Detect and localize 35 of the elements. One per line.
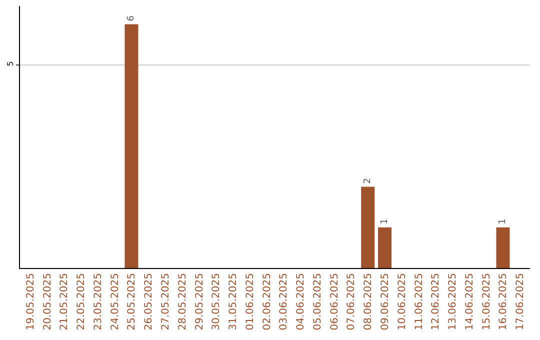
x-tick-label: 13.06.2025 [448,273,459,330]
x-tick-label: 21.05.2025 [59,273,70,330]
x-tick-label: 08.06.2025 [363,273,374,330]
x-tick-label: 02.06.2025 [262,273,273,330]
x-tick-label: 19.05.2025 [25,273,36,330]
x-tick-label: 29.05.2025 [194,273,206,330]
x-tick-label: 31.05.2025 [228,273,240,330]
x-tick-label: 23.05.2025 [92,273,104,330]
x-tick-label: 04.06.2025 [296,273,307,330]
x-tick-label: 11.06.2025 [414,273,425,330]
x-tick-label: 15.06.2025 [481,273,492,330]
x-tick-label: 17.06.2025 [515,273,526,330]
data-label: 1 [380,218,390,224]
x-tick-label: 06.06.2025 [329,273,340,330]
x-tick-label: 26.05.2025 [144,273,155,330]
x-tick-label: 25.05.2025 [126,273,138,330]
x-tick-label: 28.05.2025 [177,273,188,330]
x-tick-label: 27.05.2025 [160,273,172,330]
x-tick-label: 05.06.2025 [312,273,324,330]
x-tick-label: 30.05.2025 [211,273,222,330]
x-tick-label: 20.05.2025 [42,273,54,330]
x-tick-label: 16.06.2025 [498,273,510,330]
x-tick-label: 24.05.2025 [110,273,121,330]
data-label: 1 [498,218,508,224]
x-tick-label: 10.06.2025 [396,273,408,330]
x-tick-label: 14.06.2025 [464,273,476,330]
x-tick-label: 01.06.2025 [244,273,256,330]
x-tick-label: 12.06.2025 [430,273,442,330]
data-label: 2 [362,178,373,184]
data-label: 6 [126,15,136,22]
x-tick-label: 07.06.2025 [346,273,358,330]
x-tick-label: 22.05.2025 [76,273,88,330]
x-tick-label: 03.06.2025 [278,273,290,330]
x-tick-label: 09.06.2025 [380,273,392,330]
y-tick-label: 5 [6,61,15,66]
